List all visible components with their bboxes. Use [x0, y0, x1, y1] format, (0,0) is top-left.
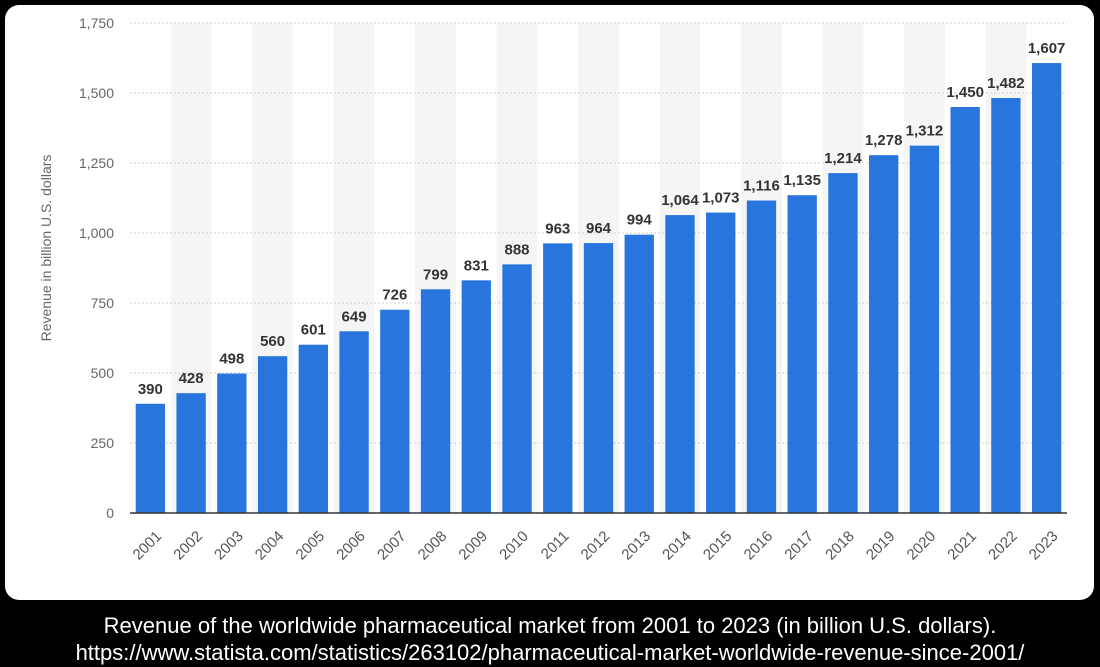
- bar-value-label: 964: [586, 220, 612, 237]
- bar: [909, 145, 940, 513]
- x-tick-label: 2009: [455, 528, 491, 564]
- bar-value-label: 1,214: [824, 150, 862, 167]
- bar: [746, 200, 777, 513]
- bar: [869, 155, 899, 513]
- y-tick-label: 1,750: [79, 15, 114, 31]
- bar: [420, 289, 451, 513]
- bar: [217, 373, 247, 513]
- bar-value-label: 649: [342, 308, 367, 325]
- bar-value-label: 560: [260, 333, 285, 350]
- y-tick-label: 0: [106, 505, 114, 521]
- x-tick-label: 2003: [211, 528, 247, 564]
- y-axis-label: Revenue in billion U.S. dollars: [38, 155, 54, 342]
- bar: [257, 356, 288, 513]
- x-tick-label: 2008: [415, 528, 451, 564]
- bar-value-label: 799: [423, 266, 448, 283]
- y-tick-label: 1,250: [79, 155, 114, 171]
- y-tick-label: 500: [91, 365, 115, 381]
- y-tick-label: 1,500: [79, 85, 114, 101]
- y-tick-label: 250: [91, 435, 115, 451]
- bar: [1031, 63, 1062, 513]
- bar-value-label: 1,312: [906, 123, 944, 140]
- x-tick-label: 2013: [618, 528, 654, 564]
- bar-value-label: 726: [382, 287, 407, 304]
- x-tick-label: 2002: [170, 528, 206, 564]
- bar-chart: 0 250 500 750 1,000 1,250 1,500 1,750 390 2001 428…: [38, 15, 1067, 564]
- bar-value-label: 390: [138, 381, 163, 398]
- x-tick-label: 2016: [741, 528, 777, 564]
- bar-value-label: 994: [627, 212, 653, 229]
- bar: [787, 195, 817, 513]
- x-tick-label: 2001: [130, 528, 166, 564]
- bar: [706, 212, 736, 513]
- bar-value-label: 1,135: [783, 172, 821, 189]
- x-tick-label: 2019: [863, 528, 899, 564]
- chart-title: Revenue of the worldwide pharmaceutical …: [103, 613, 997, 638]
- bar-value-label: 1,064: [661, 192, 699, 209]
- bar-value-label: 831: [464, 257, 489, 274]
- bar-value-label: 1,482: [987, 75, 1025, 92]
- bar: [461, 280, 491, 513]
- chart-card: 0 250 500 750 1,000 1,250 1,500 1,750 390 2001 428…: [5, 5, 1094, 600]
- bar: [543, 243, 573, 514]
- bar: [624, 234, 654, 513]
- bar: [135, 403, 166, 513]
- bar: [583, 243, 614, 513]
- x-tick-label: 2011: [538, 528, 573, 563]
- bar-value-label: 601: [301, 322, 326, 339]
- bar-value-label: 1,278: [865, 132, 903, 149]
- x-tick-label: 2020: [904, 528, 940, 564]
- y-tick-label: 1,000: [79, 225, 114, 241]
- bar-value-label: 428: [179, 370, 204, 387]
- chart-source-url: https://www.statista.com/statistics/2631…: [75, 640, 1025, 665]
- y-tick-label: 750: [91, 295, 115, 311]
- x-tick-label: 2018: [822, 528, 858, 564]
- bar-value-label: 498: [219, 351, 244, 368]
- bar: [176, 393, 206, 513]
- bar: [298, 344, 328, 513]
- x-tick-label: 2006: [333, 528, 369, 564]
- bar: [665, 215, 695, 513]
- x-tick-label: 2005: [293, 528, 329, 564]
- bar: [950, 107, 980, 513]
- x-tick-label: 2021: [944, 528, 980, 564]
- x-tick-label: 2014: [659, 528, 695, 564]
- bar: [502, 264, 532, 513]
- x-tick-label: 2007: [374, 528, 410, 564]
- x-tick-label: 2017: [781, 528, 817, 564]
- x-tick-label: 2004: [252, 528, 288, 564]
- bar: [828, 173, 858, 513]
- bar-value-label: 963: [545, 220, 570, 237]
- bar-value-label: 1,450: [946, 84, 984, 101]
- bar-value-label: 1,073: [702, 190, 740, 207]
- x-tick-label: 2012: [578, 528, 614, 564]
- x-tick-label: 2022: [985, 528, 1021, 564]
- bar: [380, 309, 410, 513]
- bar: [991, 98, 1021, 513]
- bar-value-label: 888: [505, 241, 530, 258]
- x-tick-label: 2023: [1026, 528, 1062, 564]
- x-tick-label: 2015: [700, 528, 736, 564]
- bar: [339, 331, 369, 513]
- bar-value-label: 1,116: [743, 178, 780, 195]
- x-tick-label: 2010: [496, 528, 532, 564]
- bar-value-label: 1,607: [1028, 40, 1066, 57]
